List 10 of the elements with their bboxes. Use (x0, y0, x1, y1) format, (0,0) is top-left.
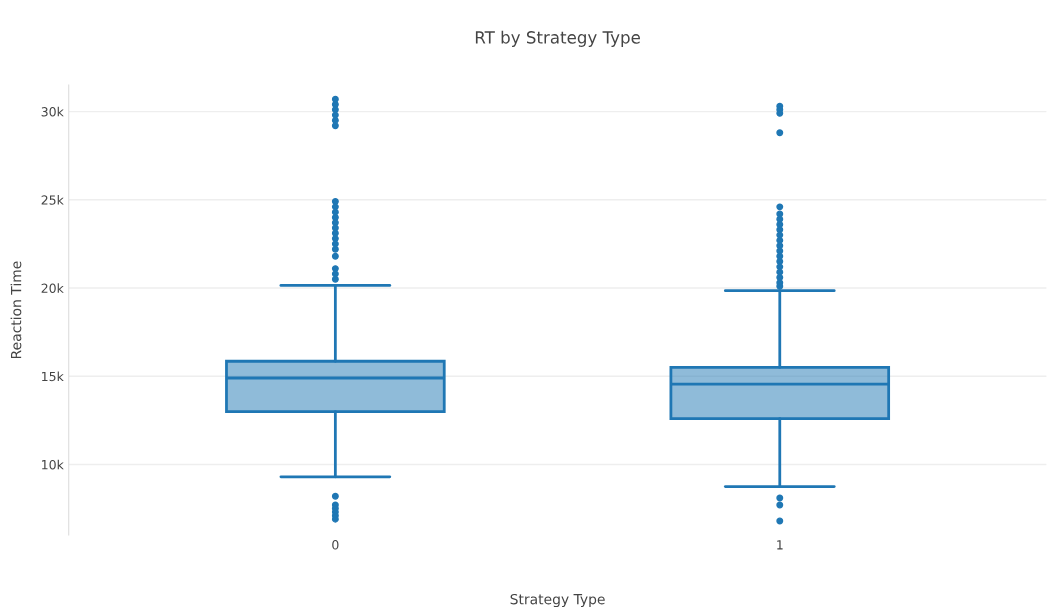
x-tick-label: 1 (777, 540, 783, 550)
y-tick-label: 10k (42, 459, 64, 470)
y-tick-label: 30k (41, 106, 64, 117)
y-tick-label: 15k (42, 371, 64, 382)
chart-title: RT by Strategy Type (475, 30, 640, 47)
x-tick-label: 0 (332, 540, 339, 550)
y-tick-label: 20k (41, 283, 64, 293)
y-axis-title: Reaction Time (10, 261, 22, 359)
y-tick-label: 25k (41, 195, 64, 205)
x-axis-title: Strategy Type (510, 593, 605, 608)
